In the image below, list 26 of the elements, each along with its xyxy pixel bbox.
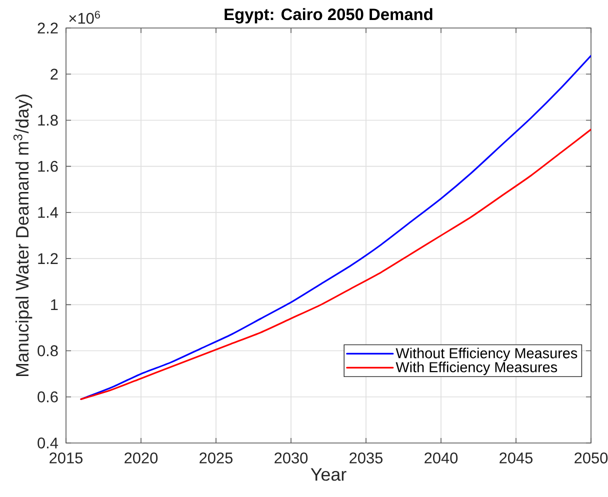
y-tick-label: 2.2	[38, 22, 58, 34]
y-tick-label: 0.6	[38, 391, 58, 402]
legend-label: With Efficiency Measures	[396, 362, 558, 376]
y-tick-label: 2	[50, 68, 58, 80]
y-tick-label: 0.4	[38, 438, 58, 448]
y-tick-label: 1.8	[38, 114, 58, 126]
y-tick-label: 1.4	[38, 207, 58, 218]
x-tick-label: 2030	[274, 452, 308, 464]
chart-title: Egypt: Cairo 2050 Demand	[224, 8, 432, 24]
line-series	[80, 128, 592, 400]
x-tick-label: 2045	[500, 452, 533, 464]
x-axis-title: Year	[310, 468, 346, 481]
y-tick-label: 1.6	[38, 160, 58, 172]
x-tick-label: 2040	[424, 452, 458, 464]
y-tick-label: 0.8	[38, 345, 58, 356]
y-tick-label: 1	[51, 299, 58, 310]
x-tick-label: 2050	[574, 452, 608, 464]
line-series	[80, 54, 592, 400]
x-tick-label: 2015	[50, 452, 83, 464]
x-tick-label: 2020	[124, 452, 158, 464]
x-tick-label: 2035	[350, 452, 383, 464]
text: ×10$^{6}$	[69, 10, 100, 24]
y-tick-label: 1.2	[38, 253, 58, 264]
legend-label: Without Efficiency Measures	[396, 348, 578, 362]
y-axis-title: Manucipal Water Deamand m$^{3}$/day)	[13, 94, 32, 376]
x-tick-label: 2025	[200, 452, 233, 464]
